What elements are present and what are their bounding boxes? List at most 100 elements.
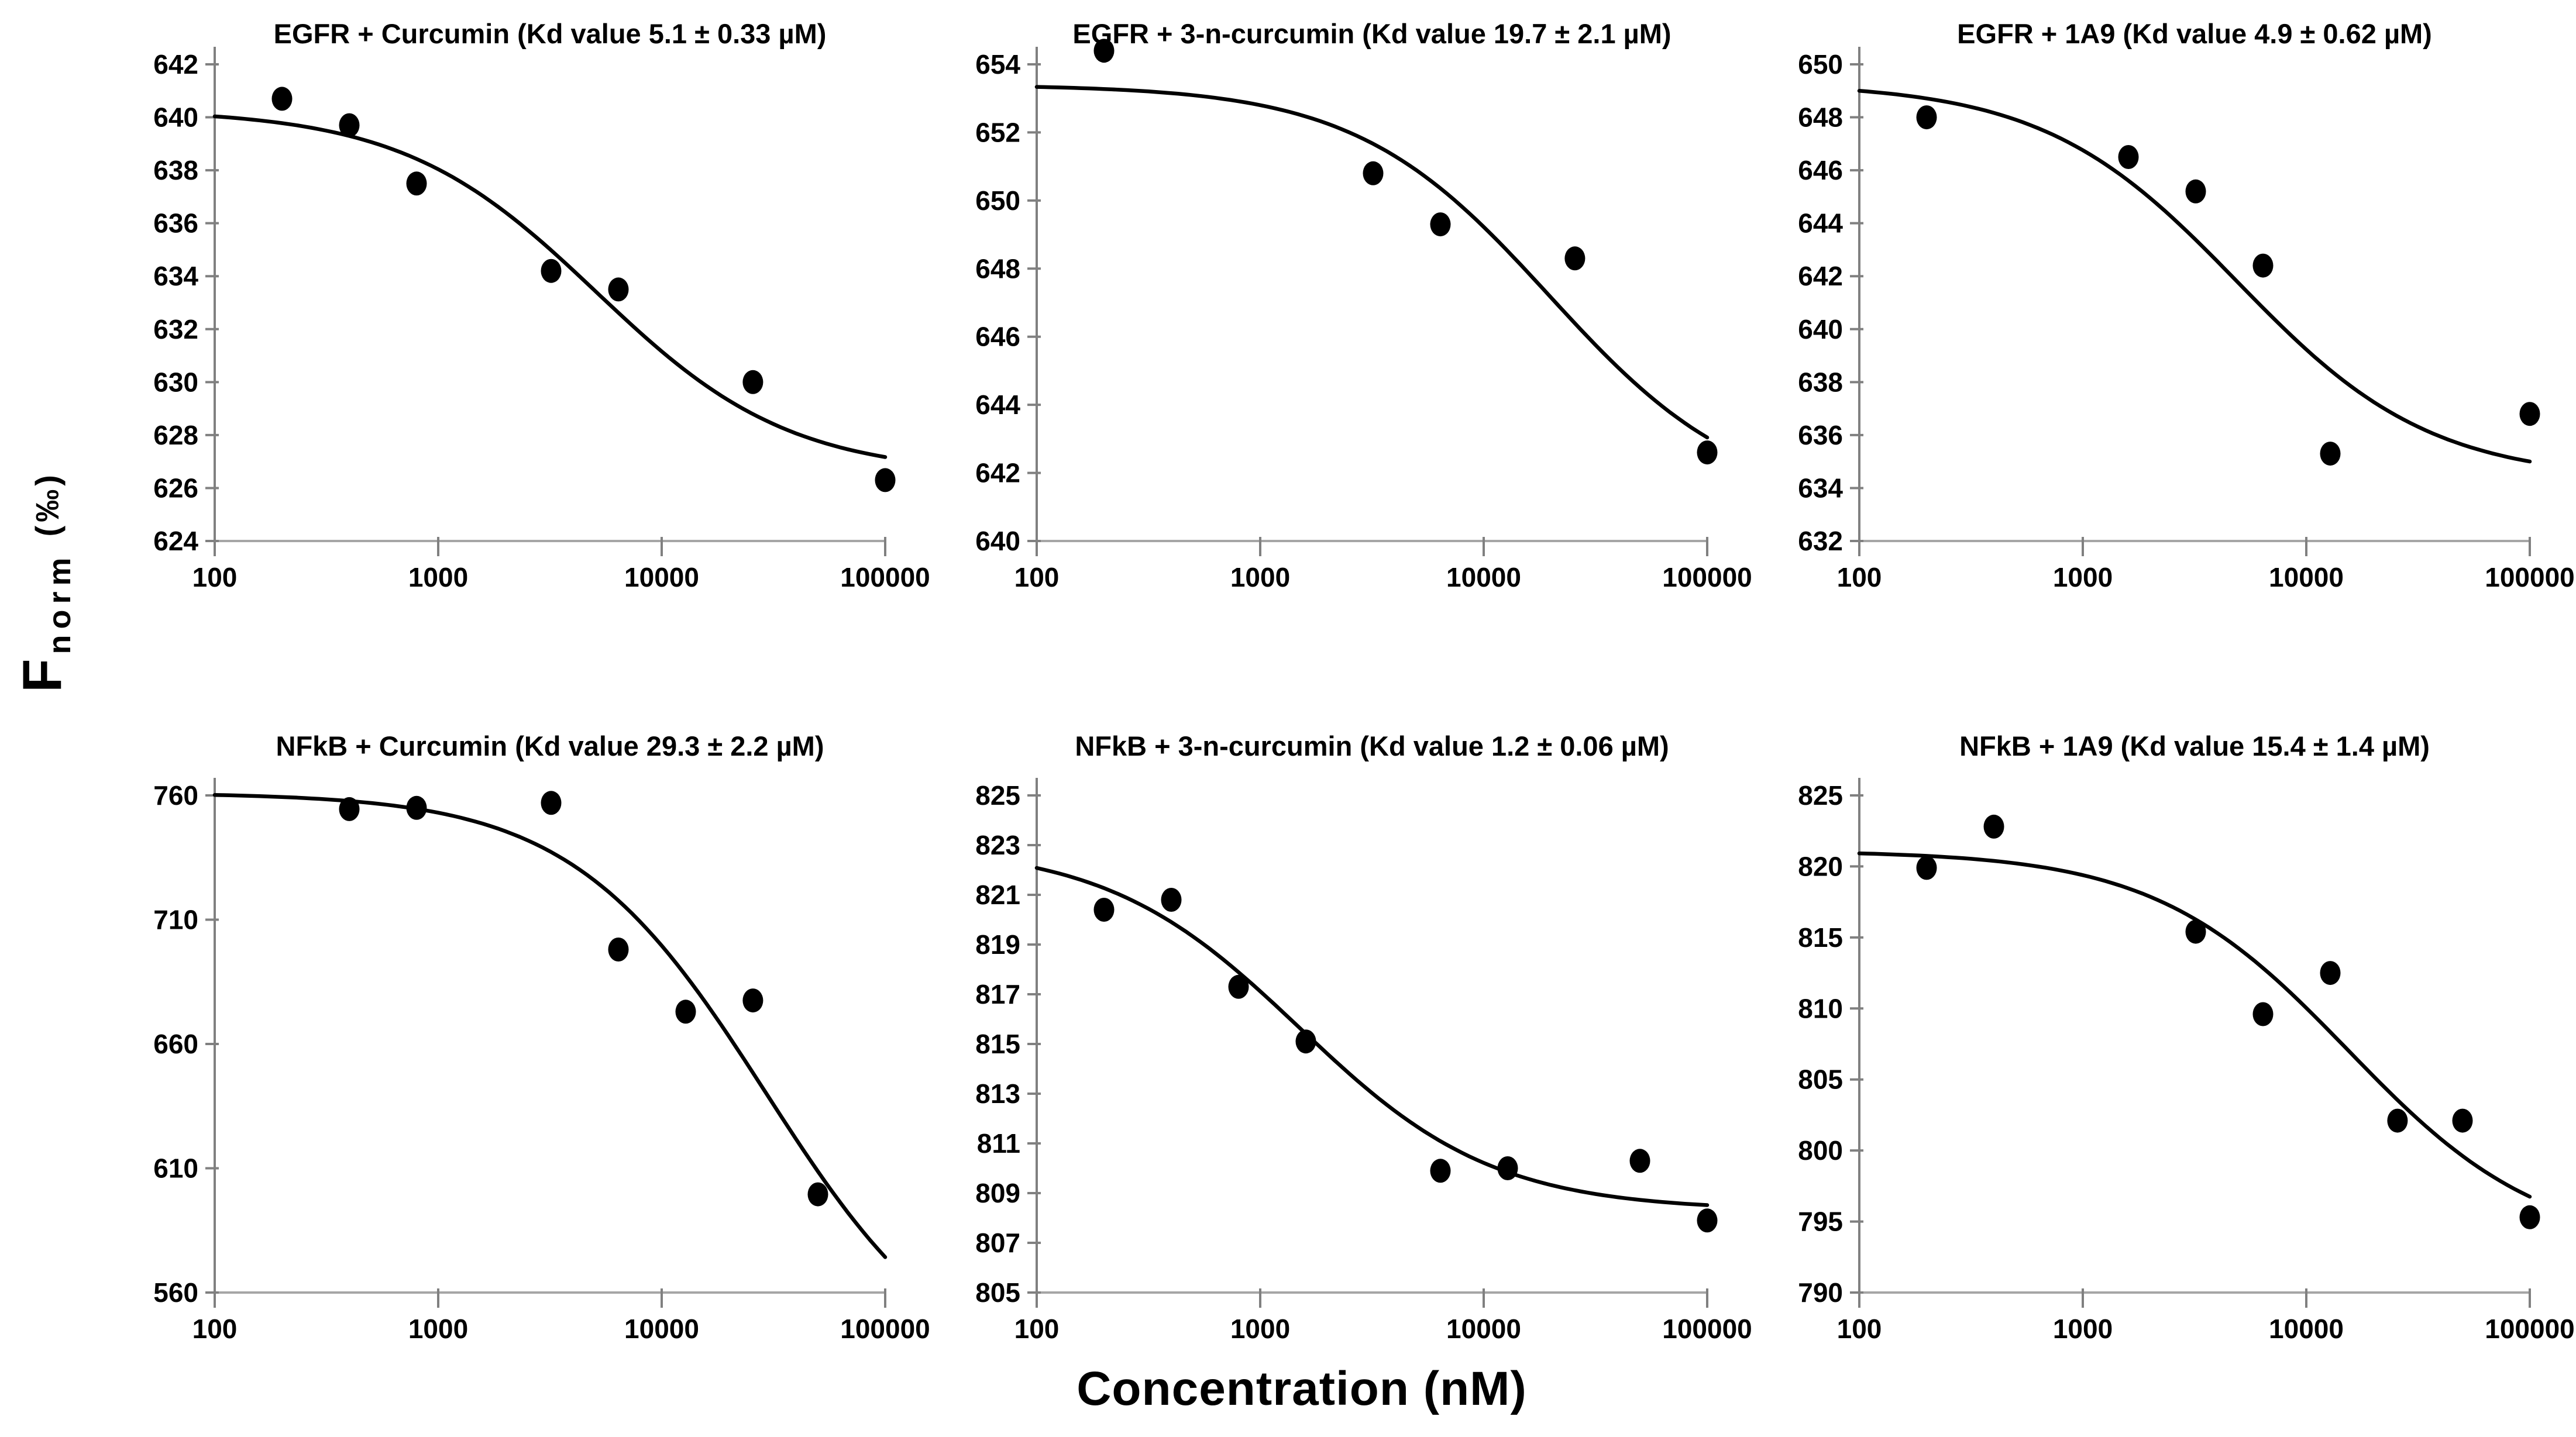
y-tick-label: 632 [153,314,198,344]
y-tick-label: 810 [1798,993,1843,1024]
x-tick-label: 1000 [2053,1314,2113,1344]
x-tick-label: 1000 [1230,562,1290,592]
y-tick-label: 644 [975,390,1020,420]
chart-title: NFkB + Curcumin (Kd value 29.3 ± 2.2 µM) [276,730,824,761]
y-tick-label: 823 [975,830,1020,860]
chart-title: NFkB + 1A9 (Kd value 15.4 ± 1.4 µM) [1959,730,2430,761]
y-tick-label: 650 [975,185,1020,216]
y-tick-label: 628 [153,420,198,450]
data-point [1916,105,1937,130]
x-tick-label: 100000 [840,562,930,592]
data-point [1093,39,1115,63]
x-tick-label: 1000 [408,562,468,592]
y-tick-label: 648 [1798,102,1843,133]
fit-curve [1857,851,2532,1199]
fit-curve [1857,89,2532,464]
y-tick-label: 634 [1798,473,1843,503]
data-point [608,277,629,302]
data-point [2185,919,2206,944]
data-point [2320,961,2341,985]
x-tick-label: 1000 [2053,562,2113,592]
y-tick-label: 626 [153,473,198,503]
x-tick-label: 100000 [2485,1314,2575,1344]
y-tick-label: 638 [1798,367,1843,397]
data-point [742,988,763,1013]
chart-panel-nfkb-3n-curcumin: 805 807 809 811 813 815 817 819 821 823 825 100 1000… [936,689,1755,1402]
y-tick-label: 610 [153,1153,198,1184]
y-axis-label: Fnorm (‰) [11,345,98,819]
chart-title: EGFR + Curcumin (Kd value 5.1 ± 0.33 µM) [274,18,827,49]
data-point [807,1182,828,1207]
y-tick-label: 805 [1798,1064,1843,1095]
y-tick-label: 644 [1798,208,1843,239]
x-tick-label: 100000 [1662,1314,1752,1344]
fit-curve [212,114,888,459]
data-point [875,468,896,492]
y-axis-symbol: F [11,659,73,692]
data-point [2519,1205,2540,1229]
data-point [1697,440,1718,465]
y-tick-label: 642 [153,49,198,80]
data-point [406,795,427,820]
chart-panel-egfr-3n-curcumin: 640 642 644 646 648 650 652 654 100 1000 10000 1000… [936,5,1755,663]
chart-title: NFkB + 3-n-curcumin (Kd value 1.2 ± 0.06… [1075,730,1669,761]
chart-svg-nfkb-1a9: 790 795 800 805 810 815 820 825 100 1000 10000 1000… [1798,730,2575,1344]
data-point [1497,1156,1518,1180]
data-point [742,370,763,394]
x-tick-label: 10000 [624,1314,699,1344]
y-tick-label: 819 [975,929,1020,960]
data-point [339,797,360,821]
y-tick-label: 648 [975,253,1020,284]
data-point [1430,212,1451,237]
y-tick-label: 815 [975,1029,1020,1059]
y-tick-label: 640 [975,526,1020,556]
y-tick-label: 640 [153,102,198,133]
y-tick-label: 825 [975,780,1020,811]
y-tick-label: 646 [1798,155,1843,185]
y-tick-label: 654 [975,49,1020,80]
y-tick-label: 805 [975,1277,1020,1308]
data-point [2320,442,2341,466]
data-point [2387,1108,2408,1133]
chart-svg-nfkb-3n-curcumin: 805 807 809 811 813 815 817 819 821 823 825 100 1000… [975,730,1752,1344]
x-tick-label: 100000 [1662,562,1752,592]
x-tick-label: 1000 [1230,1314,1290,1344]
chart-title: EGFR + 1A9 (Kd value 4.9 ± 0.62 µM) [1957,18,2432,49]
data-point [1228,974,1249,999]
data-point [1295,1029,1316,1054]
y-tick-label: 807 [975,1228,1020,1258]
y-tick-label: 650 [1798,49,1843,80]
data-point [2252,253,2274,278]
y-tick-label: 632 [1798,526,1843,556]
data-point [339,113,360,137]
y-tick-label: 790 [1798,1277,1843,1308]
data-point [1697,1208,1718,1233]
y-tick-label: 825 [1798,780,1843,811]
data-point [406,171,427,196]
chart-panel-nfkb-1a9: 790 795 800 805 810 815 820 825 100 1000 10000 1000… [1759,689,2576,1402]
y-tick-label: 642 [975,458,1020,488]
x-tick-label: 10000 [1446,1314,1521,1344]
y-tick-label: 634 [153,261,198,291]
chart-panel-nfkb-curcumin: 560 610 660 710 760 100 1000 10000 100000 NFkB + … [114,689,933,1402]
fit-curve [1034,866,1710,1207]
y-tick-label: 821 [975,880,1020,910]
x-tick-label: 10000 [1446,562,1521,592]
data-point [1983,814,2004,839]
x-tick-label: 1000 [408,1314,468,1344]
y-tick-label: 638 [153,155,198,185]
y-tick-label: 642 [1798,261,1843,291]
fit-curve [212,792,888,1259]
y-tick-label: 809 [975,1178,1020,1208]
y-tick-label: 817 [975,979,1020,1009]
x-tick-label: 100 [1837,562,1882,592]
x-tick-label: 10000 [624,562,699,592]
y-axis-unit: (‰) [29,471,66,537]
data-point [541,259,562,283]
data-point [541,791,562,815]
data-point [2252,1002,2274,1026]
chart-svg-egfr-curcumin: 624 626 628 630 632 634 636 638 640 642 100 1000 100… [153,18,930,592]
y-tick-label: 640 [1798,314,1843,344]
y-tick-label: 800 [1798,1135,1843,1166]
y-tick-label: 820 [1798,851,1843,881]
